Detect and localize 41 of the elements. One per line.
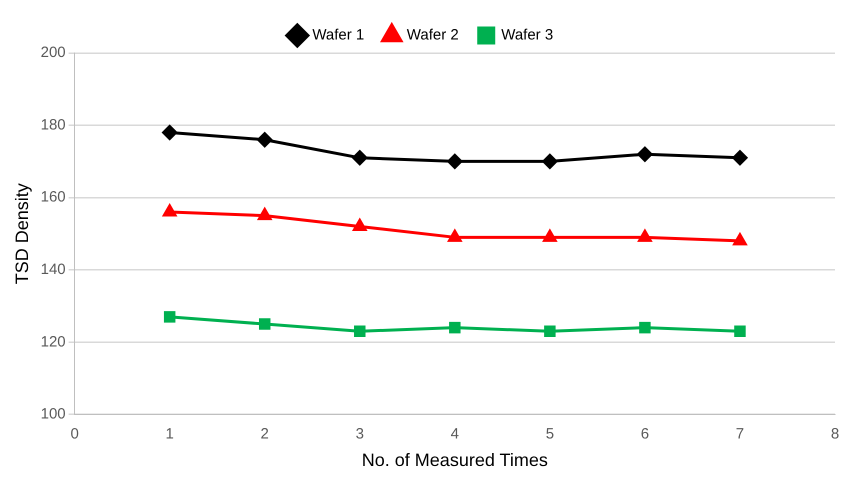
point bbox=[543, 230, 557, 242]
point bbox=[733, 233, 747, 246]
legend-label: Wafer 2 bbox=[406, 26, 459, 44]
point bbox=[639, 322, 651, 334]
x-tick-label: 6 bbox=[640, 426, 650, 443]
point bbox=[638, 230, 652, 242]
point bbox=[732, 150, 748, 166]
point bbox=[164, 311, 176, 323]
point bbox=[354, 326, 366, 338]
y-tick-label: 180 bbox=[40, 116, 66, 134]
y-tick-label: 100 bbox=[40, 406, 66, 423]
point bbox=[258, 208, 272, 220]
x-tick-label: 0 bbox=[70, 426, 79, 443]
x-tick-label: 8 bbox=[830, 426, 840, 443]
legend-label: Wafer 1 bbox=[312, 26, 364, 44]
y-tick-label: 200 bbox=[40, 44, 66, 62]
y-axis-title: TSD Density bbox=[12, 183, 32, 284]
x-tick-label: 7 bbox=[736, 426, 744, 443]
y-tick-label: 140 bbox=[40, 260, 66, 278]
point bbox=[637, 146, 652, 162]
x-tick-label: 2 bbox=[260, 426, 269, 443]
point bbox=[542, 154, 558, 169]
x-tick-label: 1 bbox=[166, 426, 174, 443]
point bbox=[447, 154, 462, 169]
y-tick-label: 160 bbox=[40, 188, 66, 206]
point bbox=[258, 318, 270, 330]
point bbox=[734, 326, 746, 338]
x-axis-title: No. of Measured Times bbox=[362, 450, 548, 470]
point bbox=[257, 132, 272, 148]
legend-label: Wafer 3 bbox=[501, 26, 554, 44]
point bbox=[544, 326, 556, 338]
point bbox=[162, 204, 176, 217]
y-tick-label: 120 bbox=[40, 333, 66, 350]
point bbox=[449, 322, 461, 334]
x-tick-label: 5 bbox=[546, 426, 554, 443]
x-tick-label: 4 bbox=[450, 426, 459, 443]
point bbox=[162, 125, 178, 140]
x-tick-label: 3 bbox=[356, 426, 364, 443]
point bbox=[353, 218, 366, 231]
point bbox=[448, 230, 462, 242]
point bbox=[352, 150, 368, 166]
